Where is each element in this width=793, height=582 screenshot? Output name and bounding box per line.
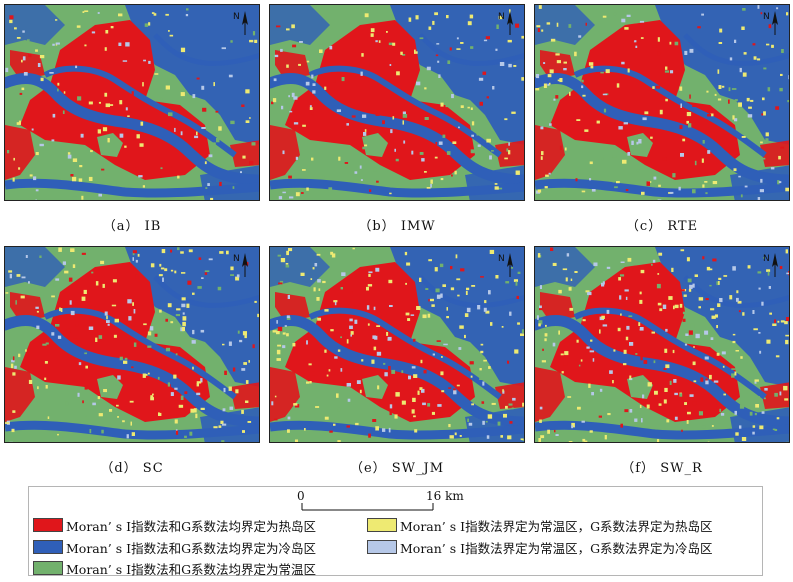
scale-bar-end-label: 16 km bbox=[426, 489, 464, 503]
legend-label-normal-hot: Moran’ s I指数法界定为常温区，G系数法界定为热岛区 bbox=[400, 519, 713, 534]
legend-label-normal: Moran’ s I指数法和G系数法均界定为常温区 bbox=[66, 562, 317, 577]
legend-swatch-normal-hot bbox=[367, 518, 397, 532]
legend-swatch-cold bbox=[33, 540, 63, 554]
north-label: N bbox=[763, 12, 770, 22]
north-label: N bbox=[763, 254, 770, 264]
north-arrow-icon bbox=[242, 253, 248, 277]
north-label: N bbox=[498, 254, 505, 264]
map-raster: N bbox=[535, 247, 789, 442]
north-label: N bbox=[233, 12, 240, 22]
map-raster: N bbox=[270, 5, 524, 200]
legend-swatch-normal bbox=[33, 561, 63, 575]
map-raster: N bbox=[270, 247, 524, 442]
map-panel-sw-jm: N bbox=[269, 246, 525, 443]
map-panel-imw: N bbox=[269, 4, 525, 201]
legend: 0 16 km Moran’ s I指数法和G系数法均界定为热岛区 Moran’… bbox=[28, 486, 763, 577]
panel-caption-sc: （d） SC bbox=[100, 461, 164, 476]
panel-caption-sw-jm: （e） SW_JM bbox=[349, 461, 445, 476]
map-panel-sw-r: N bbox=[534, 246, 790, 443]
map-panel-ib: N bbox=[4, 4, 260, 201]
scale-bar-start-label: 0 bbox=[297, 489, 305, 503]
legend-label-cold: Moran’ s I指数法和G系数法均界定为冷岛区 bbox=[66, 541, 317, 556]
panel-caption-rte: （c） RTE bbox=[625, 219, 699, 234]
panel-caption-ib: （a） IB bbox=[102, 219, 162, 234]
north-label: N bbox=[498, 12, 505, 22]
panel-caption-imw: （b） IMW bbox=[358, 219, 436, 234]
north-label: N bbox=[233, 254, 240, 264]
north-arrow-icon bbox=[772, 11, 778, 35]
scale-bar bbox=[301, 503, 434, 511]
map-raster: N bbox=[5, 5, 259, 200]
panel-caption-sw-r: （f） SW_R bbox=[621, 461, 703, 476]
legend-swatch-hot bbox=[33, 518, 63, 532]
north-arrow-icon bbox=[242, 11, 248, 35]
legend-label-hot: Moran’ s I指数法和G系数法均界定为热岛区 bbox=[66, 519, 317, 534]
north-arrow-icon bbox=[772, 253, 778, 277]
map-raster: N bbox=[535, 5, 789, 200]
map-panel-rte: N bbox=[534, 4, 790, 201]
map-panel-sc: N bbox=[4, 246, 260, 443]
north-arrow-icon bbox=[507, 11, 513, 35]
north-arrow-icon bbox=[507, 253, 513, 277]
legend-label-normal-cold: Moran’ s I指数法界定为常温区，G系数法界定为冷岛区 bbox=[400, 541, 713, 556]
legend-swatch-normal-cold bbox=[367, 540, 397, 554]
map-raster: N bbox=[5, 247, 259, 442]
